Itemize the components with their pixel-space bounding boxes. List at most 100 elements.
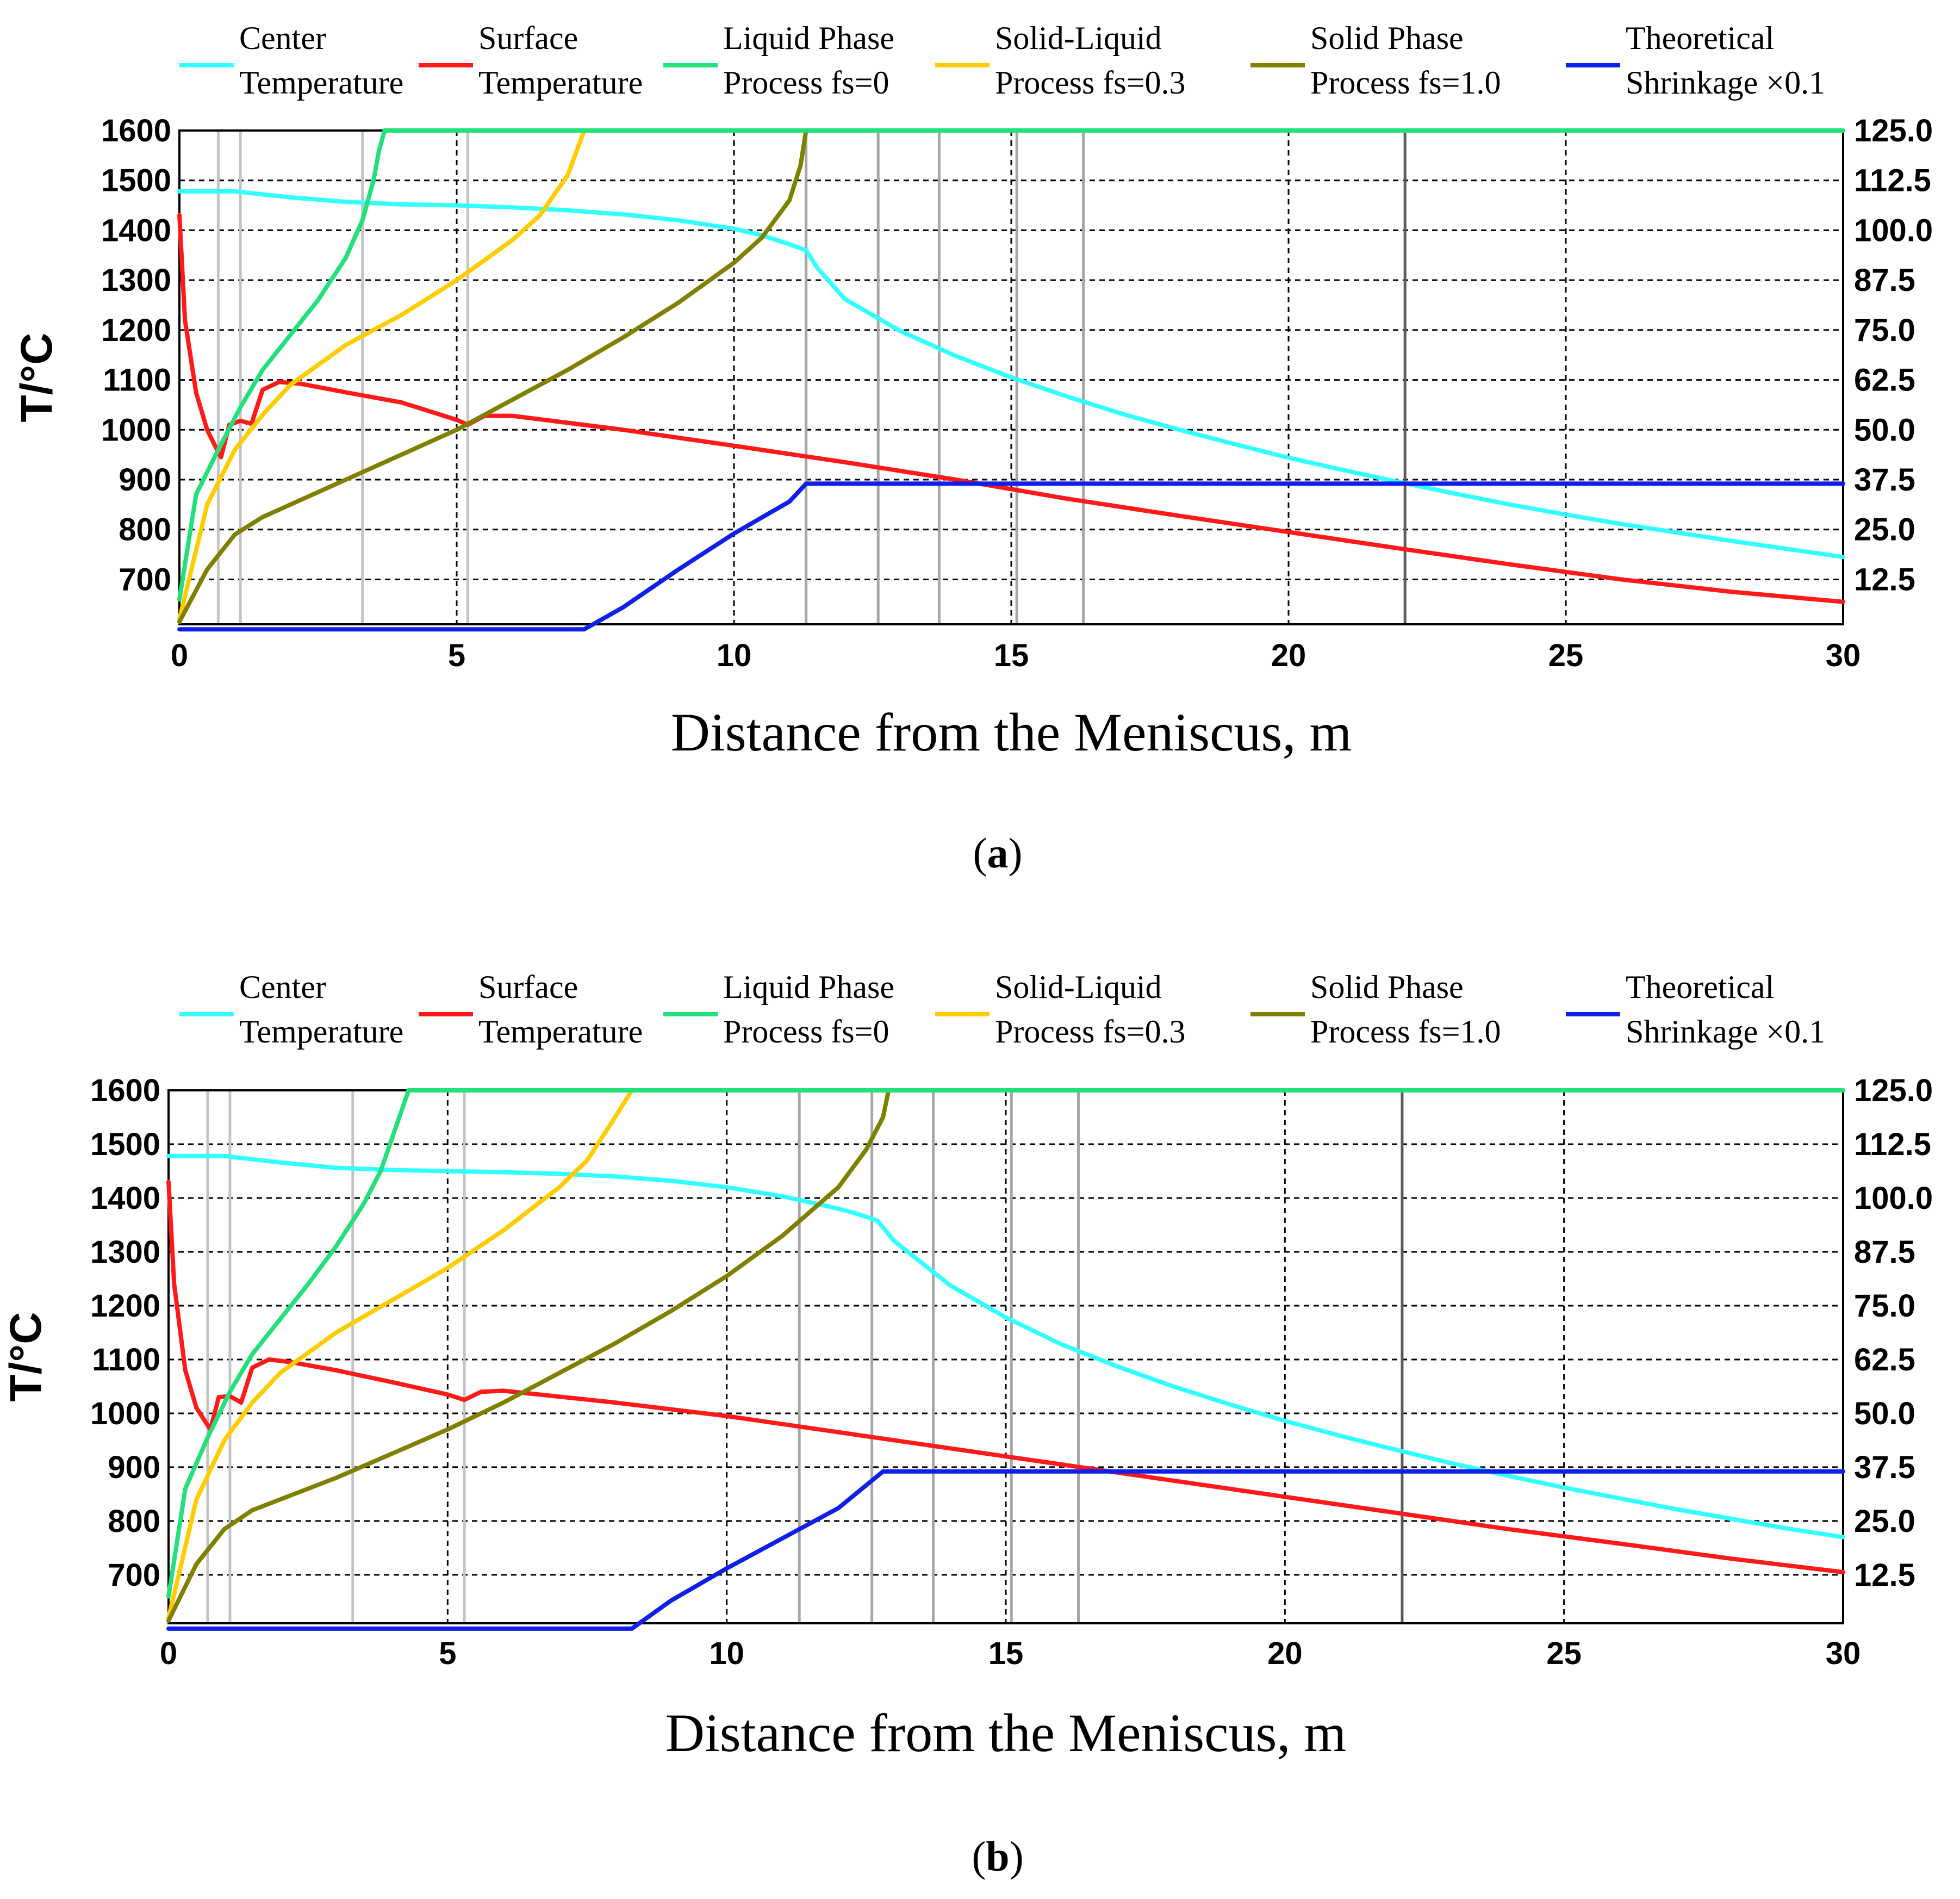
y-tick-label: 1300 [90,1234,160,1270]
y2-tick-label: 12.5 [1854,1557,1915,1593]
legend-label2-shrinkage: Shrinkage ×0.1 [1626,1014,1825,1050]
y-tick-label: 1400 [101,213,171,248]
legend-label-center: Center [239,969,326,1005]
series-line-surface [177,213,1845,604]
y-tick-label: 1300 [101,263,171,298]
y-tick-label: 1100 [103,363,171,398]
y2-tick-label: 100.0 [1854,213,1933,248]
legend-label2-shrinkage: Shrinkage ×0.1 [1626,65,1825,101]
legend-label2-solid: Process fs=1.0 [1310,65,1501,101]
y-tick-label: 800 [108,1504,160,1539]
y-tick-label: 1600 [90,1073,160,1108]
series-line-solid_liquid [177,128,587,622]
y-tick-label: 1400 [90,1181,160,1216]
y-axis-label: T/°C [1,1312,51,1402]
chart-panel-a: Center Temperature Surface Temperature Liqui… [12,20,1933,877]
x-tick-label: 15 [994,638,1029,673]
x-tick-label: 30 [1826,638,1861,673]
series-line-surface [166,1180,1845,1574]
x-tick-label: 5 [439,1636,456,1671]
y-axis-label: T/°C [12,333,61,423]
legend-label-shrinkage: Theoretical [1626,20,1774,56]
legend-label2-surface: Temperature [478,65,643,101]
y2-tick-label: 112.5 [1854,163,1931,198]
x-tick-label: 10 [717,638,752,673]
x-tick-label: 0 [171,638,188,673]
y-tick-label: 700 [108,1557,160,1593]
legend-label-liquid: Liquid Phase [723,969,894,1005]
legend: Center Temperature Surface Temperature Liqui… [179,969,1825,1050]
y2-tick-label: 75.0 [1854,1288,1915,1324]
y-tick-label: 800 [119,512,171,548]
y-tick-label: 900 [119,462,171,498]
y2-tick-label: 37.5 [1854,462,1915,498]
legend-label2-center: Temperature [239,65,403,101]
legend-label2-liquid: Process fs=0 [723,65,889,101]
y2-tick-label: 50.0 [1854,1396,1915,1431]
legend-label-surface: Surface [478,969,578,1005]
x-tick-label: 20 [1267,1636,1303,1671]
legend-label-solid: Solid Phase [1310,969,1464,1005]
y-tick-label: 1200 [90,1288,160,1324]
series-line-liquid [177,128,387,602]
y2-tick-label: 100.0 [1854,1181,1933,1216]
legend-label-solid_liquid: Solid-Liquid [995,969,1162,1005]
x-tick-label: 20 [1271,638,1306,673]
panel-label: (b) [972,1833,1023,1880]
series-line-solid [177,128,808,624]
legend-label2-surface: Temperature [478,1014,643,1050]
y2-tick-label: 62.5 [1854,1342,1915,1377]
legend-label2-solid_liquid: Process fs=0.3 [995,65,1185,101]
y-tick-label: 1000 [101,412,171,448]
series-line-solid [166,1088,891,1623]
y2-tick-label: 125.0 [1854,1073,1933,1108]
legend-label2-solid_liquid: Process fs=0.3 [995,1014,1185,1050]
y-tick-label: 1100 [92,1342,160,1377]
x-tick-label: 30 [1826,1636,1861,1671]
legend-label2-liquid: Process fs=0 [723,1014,889,1050]
x-tick-label: 25 [1546,1636,1582,1671]
y2-tick-label: 87.5 [1854,263,1915,298]
x-tick-label: 10 [709,1636,744,1671]
panel-label: (a) [973,829,1023,877]
y-tick-label: 900 [108,1450,160,1485]
y2-tick-label: 125.0 [1854,113,1933,148]
y2-tick-label: 37.5 [1854,1450,1915,1485]
y-tick-label: 1500 [101,163,171,198]
y-tick-label: 1000 [90,1396,160,1431]
series-line-shrinkage [177,481,1845,632]
y-tick-label: 1200 [101,313,171,348]
series-line-center [166,1153,1845,1540]
legend-label-solid_liquid: Solid-Liquid [995,20,1162,56]
y-tick-label: 1600 [101,113,171,148]
legend-label-center: Center [239,20,326,56]
legend-label-surface: Surface [478,20,578,56]
y2-tick-label: 25.0 [1854,512,1915,548]
series-line-shrinkage [166,1469,1845,1631]
y2-tick-label: 25.0 [1854,1504,1915,1539]
legend-label2-solid: Process fs=1.0 [1310,1014,1501,1050]
series-line-liquid [166,1088,411,1599]
y2-tick-label: 12.5 [1854,562,1915,597]
y2-tick-label: 62.5 [1854,363,1915,398]
x-tick-label: 15 [988,1636,1024,1671]
y2-tick-label: 112.5 [1854,1127,1931,1162]
x-axis-label: Distance from the Meniscus, m [671,702,1352,762]
legend-label-solid: Solid Phase [1310,20,1464,56]
legend-label-liquid: Liquid Phase [723,20,894,56]
legend-label2-center: Temperature [239,1014,403,1050]
y-tick-label: 700 [119,562,171,597]
series-line-center [177,189,1845,560]
x-tick-label: 25 [1548,638,1584,673]
legend: Center Temperature Surface Temperature Liqui… [179,20,1825,101]
y2-tick-label: 50.0 [1854,412,1915,448]
series-line-solid_liquid [166,1088,634,1621]
y-tick-label: 1500 [90,1127,160,1162]
legend-label-shrinkage: Theoretical [1626,969,1774,1005]
x-tick-label: 0 [160,1636,177,1671]
x-tick-label: 5 [448,638,465,673]
y2-tick-label: 87.5 [1854,1234,1915,1270]
chart-panel-b: Center Temperature Surface Temperature Liqui… [1,969,1933,1880]
